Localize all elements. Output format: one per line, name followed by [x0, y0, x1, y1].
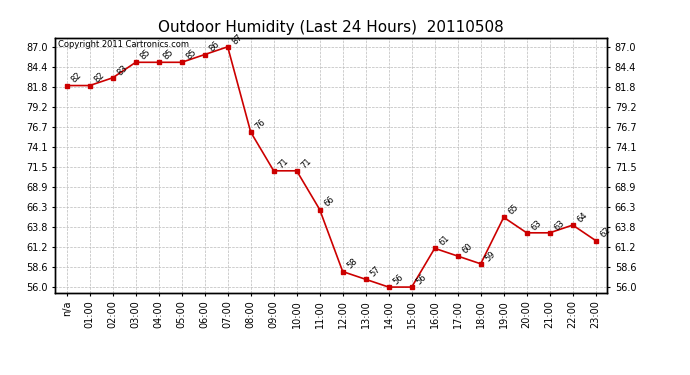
Text: 56: 56: [415, 272, 428, 286]
Text: 83: 83: [115, 63, 130, 77]
Text: 82: 82: [70, 71, 83, 85]
Text: 61: 61: [437, 234, 451, 248]
Text: 85: 85: [184, 48, 198, 62]
Text: 86: 86: [208, 40, 221, 54]
Text: 63: 63: [529, 218, 544, 232]
Text: 71: 71: [277, 156, 290, 170]
Text: 76: 76: [253, 117, 268, 131]
Text: 63: 63: [553, 218, 566, 232]
Text: 59: 59: [484, 249, 497, 263]
Text: 60: 60: [460, 242, 474, 255]
Text: 85: 85: [139, 48, 152, 62]
Title: Outdoor Humidity (Last 24 Hours)  20110508: Outdoor Humidity (Last 24 Hours) 2011050…: [158, 20, 504, 35]
Text: 65: 65: [506, 202, 520, 216]
Text: 71: 71: [299, 156, 313, 170]
Text: 62: 62: [598, 226, 612, 240]
Text: 57: 57: [368, 265, 382, 279]
Text: 87: 87: [230, 32, 244, 46]
Text: 82: 82: [92, 71, 106, 85]
Text: Copyright 2011 Cartronics.com: Copyright 2011 Cartronics.com: [58, 40, 189, 49]
Text: 56: 56: [391, 272, 405, 286]
Text: 66: 66: [322, 195, 337, 209]
Text: 64: 64: [575, 210, 589, 224]
Text: 85: 85: [161, 48, 175, 62]
Text: 58: 58: [346, 257, 359, 271]
